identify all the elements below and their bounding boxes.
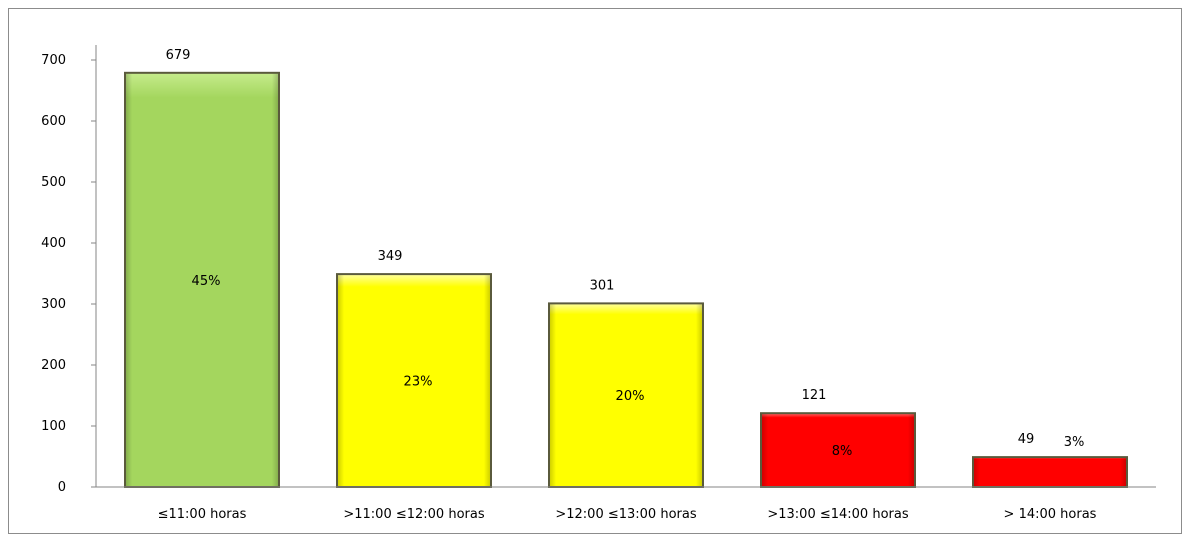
bar-value-label: 49 bbox=[1018, 432, 1035, 447]
bar-value-label: 679 bbox=[166, 48, 191, 63]
y-tick-label: 500 bbox=[41, 175, 66, 190]
bar-shade bbox=[550, 304, 702, 486]
bar-percent-label: 23% bbox=[404, 375, 433, 390]
y-tick-label: 100 bbox=[41, 419, 66, 434]
y-tick-label: 200 bbox=[41, 358, 66, 373]
x-tick-label: ≤11:00 horas bbox=[158, 507, 247, 522]
bar-percent-label: 8% bbox=[832, 444, 853, 459]
bar-shade bbox=[762, 414, 914, 486]
y-tick-label: 600 bbox=[41, 114, 66, 129]
y-tick-label: 0 bbox=[58, 480, 66, 495]
bar-shade bbox=[126, 73, 278, 486]
bar-value-label: 301 bbox=[590, 278, 615, 293]
y-tick-label: 300 bbox=[41, 297, 66, 312]
x-tick-label: >12:00 ≤13:00 horas bbox=[555, 507, 696, 522]
y-axis: 0 100 200 300 400 500 600 700 bbox=[41, 45, 97, 495]
x-tick-label: >13:00 ≤14:00 horas bbox=[767, 507, 908, 522]
bar-percent-label: 3% bbox=[1064, 435, 1085, 450]
bars: 679 45% 349 23% 301 20% 121 8% 49 3% bbox=[124, 48, 1128, 489]
x-axis: ≤11:00 horas >11:00 ≤12:00 horas >12:00 ≤1… bbox=[96, 486, 1156, 522]
bar-shade bbox=[974, 458, 1126, 486]
bar-value-label: 349 bbox=[378, 249, 403, 264]
bar-percent-label: 45% bbox=[192, 274, 221, 289]
y-tick-label: 400 bbox=[41, 236, 66, 251]
bar-shade bbox=[338, 275, 490, 486]
bar-percent-label: 20% bbox=[616, 389, 645, 404]
bar-value-label: 121 bbox=[802, 388, 827, 403]
x-tick-label: > 14:00 horas bbox=[1004, 507, 1097, 522]
x-tick-label: >11:00 ≤12:00 horas bbox=[343, 507, 484, 522]
y-tick-label: 700 bbox=[41, 53, 66, 68]
